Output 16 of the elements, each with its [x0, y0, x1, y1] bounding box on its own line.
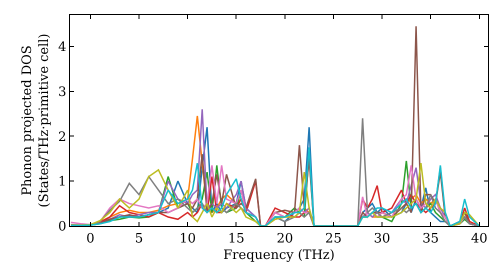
y-tick-label: 4	[58, 40, 66, 55]
x-tick-label: 5	[134, 232, 144, 247]
x-tick-label: 0	[86, 232, 95, 247]
x-tick-label: 40	[470, 232, 488, 247]
x-axis-title: Frequency (THz)	[223, 248, 335, 264]
y-axis-title: Phonon projected DOS (States/THz·primitive cell)	[20, 33, 52, 208]
x-tick-label: 20	[276, 232, 294, 247]
y-tick-label: 2	[58, 130, 66, 145]
y-tick-label: 1	[58, 174, 66, 190]
x-tick-label: 15	[228, 232, 245, 247]
y-tick-label: 3	[58, 84, 66, 100]
x-tick-label: 30	[374, 232, 390, 247]
x-tick-label: 25	[325, 232, 342, 247]
x-tick-label: 10	[179, 232, 196, 247]
x-tick-label: 35	[422, 232, 439, 247]
y-tick-label: 0	[58, 220, 66, 235]
